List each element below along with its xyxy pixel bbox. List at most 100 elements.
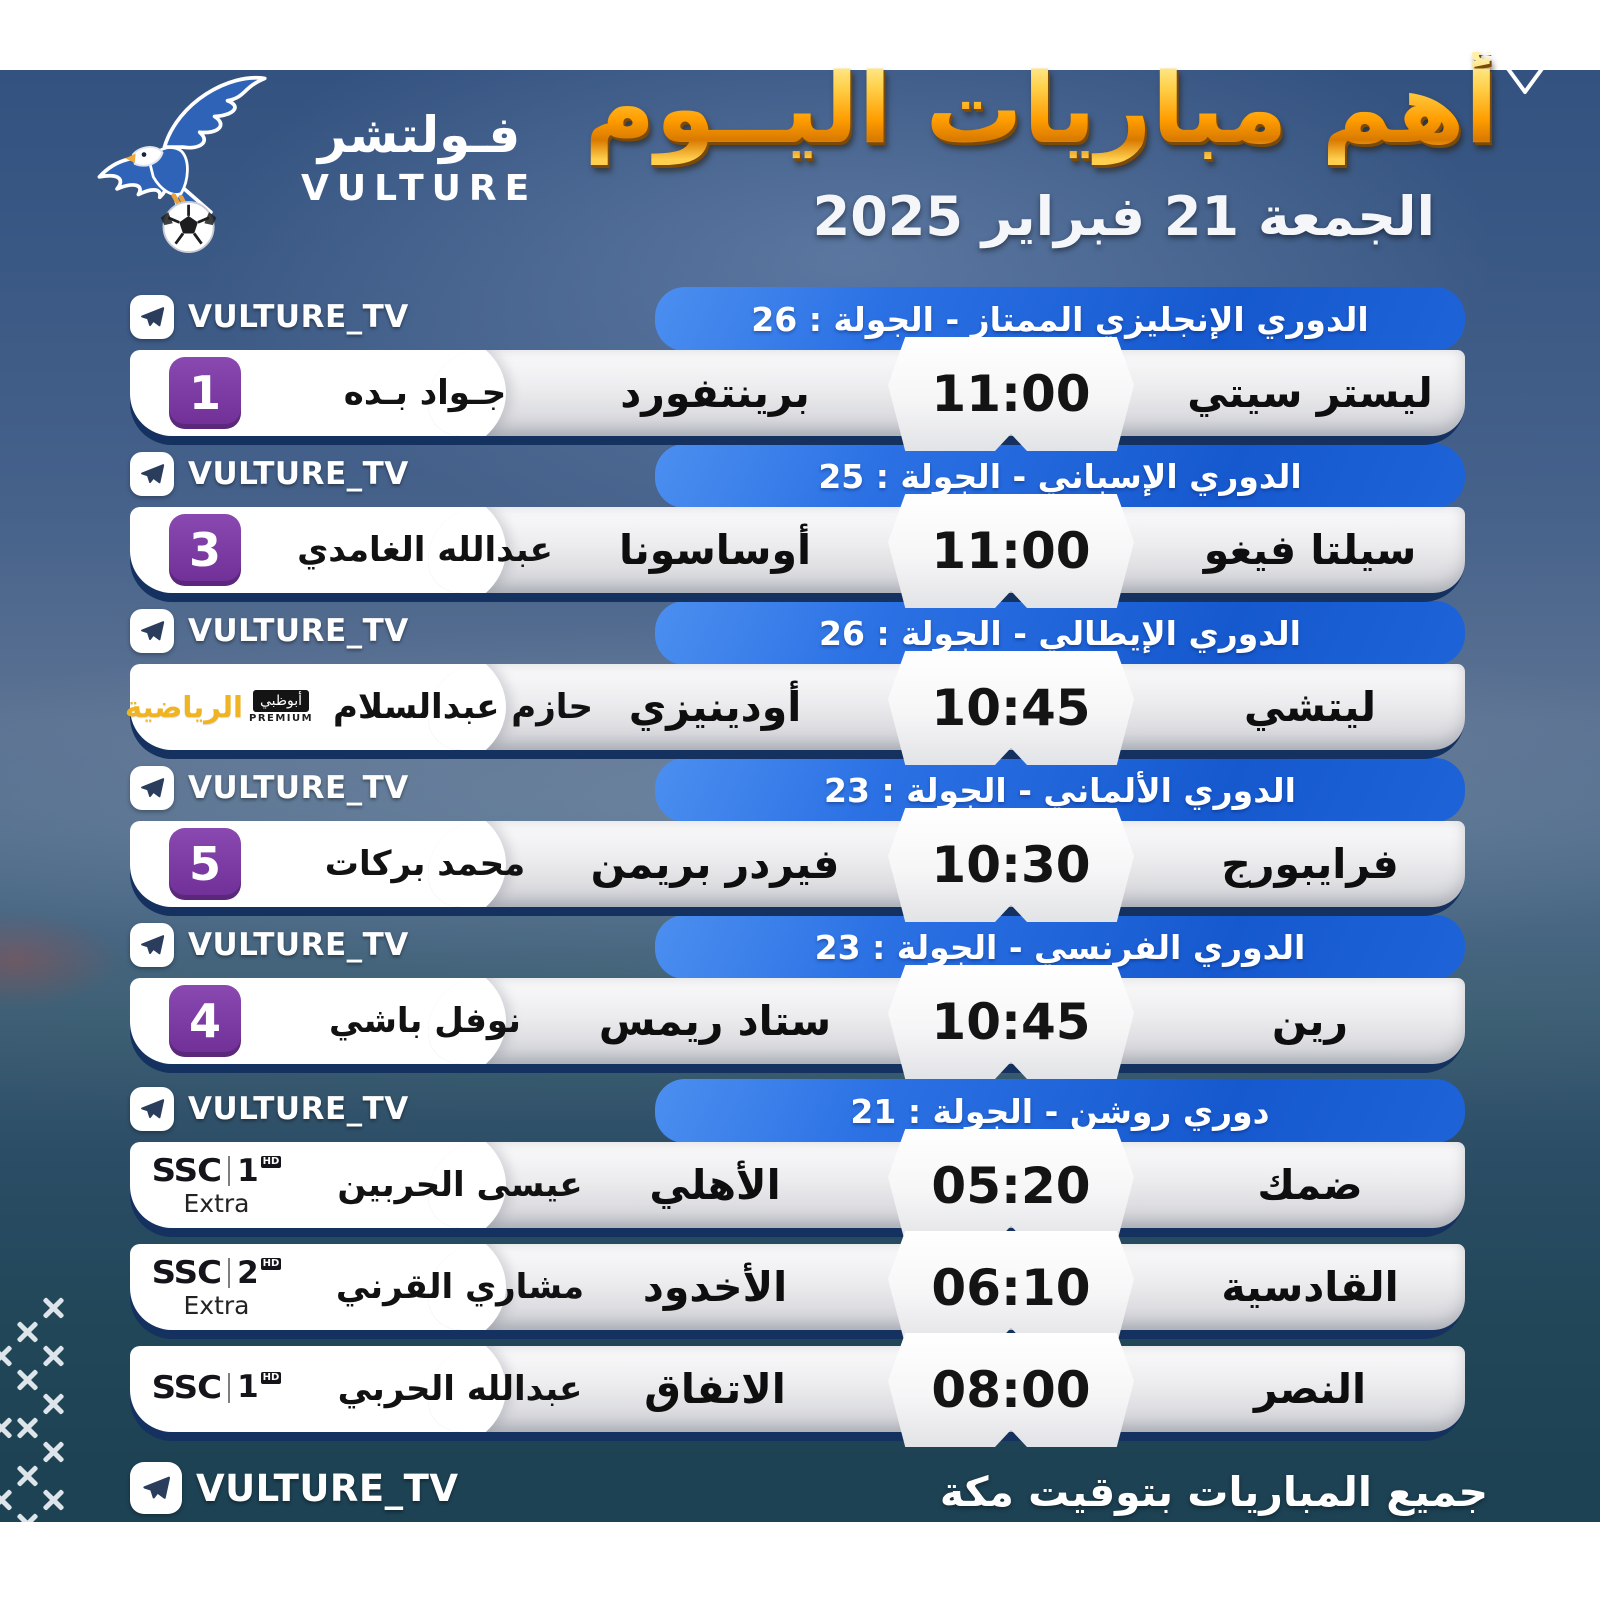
ssc-divider	[228, 1156, 231, 1186]
league-bar: الدوري الإسباني - الجولة : 25	[655, 444, 1465, 508]
brand-logo: فـولتشر VULTURE	[92, 58, 537, 257]
telegram-icon	[130, 609, 174, 653]
ssc-brand: SSC	[151, 1152, 222, 1190]
kickoff-time: 11:00	[888, 494, 1134, 608]
brand-name-english: VULTURE	[301, 168, 538, 209]
away-team: الأهلي	[649, 1161, 781, 1209]
telegram-handle: VULTURE_TV	[188, 456, 409, 492]
telegram-handle: VULTURE_TV	[188, 770, 409, 806]
ssc-divider	[228, 1258, 231, 1288]
home-team: ضمك	[1257, 1161, 1363, 1209]
kickoff-time: 10:45	[888, 651, 1134, 765]
commentator-name: مشاري القرني	[335, 1267, 585, 1307]
ssc-divider	[228, 1372, 231, 1403]
telegram-handle: VULTURE_TV	[188, 927, 409, 963]
away-team: برينتفورد	[620, 369, 810, 417]
ssc-number: 2	[237, 1254, 259, 1291]
channel-number: 1	[169, 357, 241, 429]
telegram-handle: VULTURE_TV	[188, 299, 409, 335]
league-title: الدوري الفرنسي - الجولة : 23	[814, 927, 1306, 967]
telegram-badge[interactable]: VULTURE_TV	[130, 766, 409, 810]
commentator-name: محمد بركات	[324, 844, 526, 884]
home-team: فرايبورج	[1221, 840, 1399, 888]
brand-name-arabic: فـولتشر	[317, 106, 521, 164]
kickoff-time: 08:00	[888, 1333, 1134, 1447]
telegram-icon	[130, 295, 174, 339]
ssc-number: 1	[237, 1152, 259, 1189]
channel-number: 4	[169, 985, 241, 1057]
home-team: رين	[1272, 997, 1348, 1045]
ssc-brand: SSC	[151, 1369, 222, 1406]
away-team: الاتفاق	[644, 1365, 786, 1413]
adsports-name: الرياضية	[124, 690, 243, 724]
ssc-quality: HD	[260, 1372, 282, 1384]
commentator-name: نوفل باشي	[329, 1001, 521, 1041]
telegram-icon	[130, 1087, 174, 1131]
chevron-down-icon	[1500, 8, 1550, 124]
telegram-icon	[130, 452, 174, 496]
ssc-channel-logo: SSC 1 HD Extra	[152, 1154, 282, 1216]
ssc-quality: HD	[260, 1257, 282, 1270]
match-row: 1 جـواد بـده برينتفورد 11:00 ليستر سيتي	[130, 337, 1465, 451]
league-title: الدوري الألماني - الجولة : 23	[824, 770, 1296, 810]
kickoff-time: 05:20	[888, 1129, 1134, 1243]
away-team: أوساسونا	[618, 526, 812, 574]
adsports-tier: PREMIUM	[249, 713, 314, 724]
ssc-brand: SSC	[151, 1254, 222, 1292]
home-team: ليتشي	[1243, 683, 1377, 731]
ssc-extra: Extra	[183, 1291, 250, 1320]
channel-badge: SSC 1 HD Extra	[134, 1142, 299, 1228]
commentator-name: عبدالله الحربي	[337, 1369, 583, 1409]
league-bar: الدوري الألماني - الجولة : 23	[655, 758, 1465, 822]
away-team: أودينيزي	[628, 683, 802, 731]
date-label: الجمعة 21 فبراير 2025	[812, 185, 1435, 248]
home-team: سيلتا فيغو	[1203, 526, 1417, 574]
telegram-badge[interactable]: VULTURE_TV	[130, 1087, 409, 1131]
ssc-number: 1	[237, 1369, 259, 1405]
telegram-icon	[130, 923, 174, 967]
commentator-name: عيسى الحربين	[337, 1165, 583, 1205]
commentator-name: عبدالله الغامدي	[297, 530, 553, 570]
channel-badge: الرياضية أبوظبي PREMIUM	[125, 664, 312, 750]
telegram-handle: VULTURE_TV	[196, 1466, 459, 1510]
telegram-icon	[130, 766, 174, 810]
telegram-badge[interactable]: VULTURE_TV	[130, 923, 409, 967]
away-team: ستاد ريمس	[598, 997, 832, 1045]
kickoff-time: 06:10	[888, 1231, 1134, 1345]
channel-badge: 3	[140, 507, 270, 593]
commentator-name: جـواد بـده	[343, 373, 507, 413]
telegram-badge[interactable]: VULTURE_TV	[130, 452, 409, 496]
telegram-badge[interactable]: VULTURE_TV	[130, 609, 409, 653]
away-team: فيردر بريمن	[590, 840, 840, 888]
eagle-football-icon	[92, 58, 287, 257]
page-title: أهم مباريات اليــوم	[584, 52, 1498, 165]
telegram-badge-footer[interactable]: VULTURE_TV	[130, 1462, 459, 1514]
torn-paper-edge-top	[0, 0, 1600, 70]
home-team: ليستر سيتي	[1187, 369, 1433, 417]
match-row: الرياضية أبوظبي PREMIUM حازم عبدالسلام أ…	[125, 651, 1465, 765]
league-title: الدوري الإنجليزي الممتاز - الجولة : 26	[751, 299, 1369, 339]
channel-badge: SSC 2 HD Extra	[134, 1244, 299, 1330]
ssc-channel-logo: SSC 2 HD Extra	[152, 1256, 282, 1318]
away-team: الأخدود	[642, 1263, 788, 1311]
match-row: 5 محمد بركات فيردر بريمن 10:30 فرايبورج	[130, 808, 1465, 922]
commentator-name: حازم عبدالسلام	[332, 687, 594, 727]
league-bar: دوري روشن - الجولة : 21	[655, 1079, 1465, 1143]
ssc-extra: Extra	[183, 1189, 250, 1218]
channel-badge: 4	[140, 978, 270, 1064]
telegram-handle: VULTURE_TV	[188, 1091, 409, 1127]
kickoff-time: 10:45	[888, 965, 1134, 1079]
telegram-icon	[130, 1462, 182, 1514]
home-team: النصر	[1253, 1365, 1367, 1413]
match-row: SSC 1 HD عبدالله الحربي الاتفاق 08:00 ال…	[130, 1333, 1465, 1447]
channel-number: 3	[169, 514, 241, 586]
league-title: الدوري الإيطالي - الجولة : 26	[819, 613, 1301, 653]
league-title: الدوري الإسباني - الجولة : 25	[818, 456, 1302, 496]
telegram-badge[interactable]: VULTURE_TV	[130, 295, 409, 339]
telegram-handle: VULTURE_TV	[188, 613, 409, 649]
home-team: القادسية	[1221, 1263, 1399, 1311]
channel-badge: 5	[140, 821, 270, 907]
timezone-note: جميع المباريات بتوقيت مكة	[939, 1468, 1488, 1516]
league-title: دوري روشن - الجولة : 21	[850, 1091, 1270, 1131]
